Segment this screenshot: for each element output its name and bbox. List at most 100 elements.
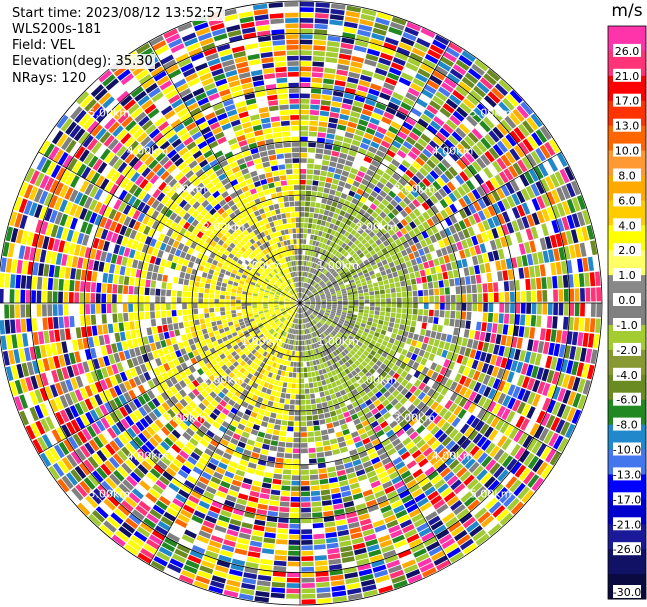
velocity-gate bbox=[456, 354, 464, 364]
velocity-gate bbox=[398, 77, 412, 87]
velocity-gate bbox=[325, 417, 332, 424]
velocity-gate bbox=[232, 375, 239, 382]
velocity-gate bbox=[248, 416, 256, 424]
velocity-gate bbox=[516, 256, 523, 268]
velocity-gate bbox=[284, 399, 290, 405]
velocity-gate bbox=[240, 588, 255, 596]
velocity-gate bbox=[304, 282, 307, 288]
velocity-gate bbox=[418, 152, 429, 163]
velocity-gate bbox=[206, 430, 215, 438]
velocity-gate bbox=[332, 90, 344, 97]
velocity-gate bbox=[313, 331, 317, 337]
velocity-gate bbox=[237, 386, 245, 393]
velocity-gate bbox=[213, 434, 222, 443]
velocity-gate bbox=[346, 346, 352, 352]
velocity-gate bbox=[312, 289, 317, 294]
velocity-gate bbox=[301, 313, 304, 319]
velocity-gate bbox=[266, 365, 272, 372]
velocity-gate bbox=[320, 308, 326, 311]
velocity-gate bbox=[497, 435, 508, 448]
velocity-gate bbox=[292, 306, 297, 311]
velocity-gate bbox=[566, 198, 576, 214]
velocity-gate bbox=[523, 266, 530, 279]
velocity-gate bbox=[231, 479, 242, 487]
velocity-gate bbox=[366, 429, 376, 437]
velocity-gate bbox=[439, 127, 451, 138]
velocity-gate bbox=[328, 274, 333, 280]
velocity-gate bbox=[456, 303, 461, 311]
velocity-gate bbox=[300, 282, 303, 287]
velocity-gate bbox=[395, 281, 401, 288]
velocity-gate bbox=[52, 304, 58, 316]
velocity-gate bbox=[334, 508, 345, 516]
velocity-gate bbox=[469, 89, 483, 102]
velocity-gate bbox=[338, 320, 344, 325]
velocity-gate bbox=[182, 446, 193, 455]
velocity-gate bbox=[292, 318, 295, 323]
velocity-gate bbox=[371, 322, 378, 328]
velocity-gate bbox=[467, 402, 477, 414]
velocity-gate bbox=[375, 466, 386, 475]
velocity-gate bbox=[342, 394, 349, 401]
velocity-gate bbox=[305, 283, 308, 288]
velocity-gate bbox=[393, 259, 400, 266]
velocity-gate bbox=[193, 485, 205, 495]
velocity-gate bbox=[343, 300, 348, 303]
velocity-gate bbox=[458, 268, 465, 277]
velocity-gate bbox=[216, 375, 224, 383]
velocity-gate bbox=[495, 418, 505, 431]
velocity-gate bbox=[306, 255, 310, 261]
velocity-gate bbox=[434, 295, 440, 303]
velocity-gate bbox=[491, 366, 500, 378]
velocity-gate bbox=[376, 276, 383, 282]
velocity-gate bbox=[268, 417, 276, 424]
velocity-gate bbox=[421, 531, 435, 542]
velocity-gate bbox=[388, 278, 395, 284]
velocity-gate bbox=[542, 383, 551, 397]
velocity-gate bbox=[324, 67, 336, 74]
velocity-gate bbox=[513, 429, 524, 443]
velocity-gate bbox=[369, 433, 378, 442]
velocity-gate bbox=[517, 388, 526, 401]
velocity-gate bbox=[362, 528, 375, 537]
velocity-gate bbox=[412, 468, 424, 479]
velocity-gate bbox=[185, 559, 200, 570]
velocity-gate bbox=[422, 148, 433, 158]
velocity-gate bbox=[417, 283, 423, 290]
velocity-gate bbox=[354, 265, 360, 271]
velocity-gate bbox=[230, 299, 236, 303]
velocity-gate bbox=[338, 240, 344, 247]
velocity-gate bbox=[449, 318, 455, 327]
velocity-gate bbox=[300, 66, 312, 72]
velocity-gate bbox=[507, 325, 514, 336]
velocity-gate bbox=[418, 303, 424, 309]
velocity-gate bbox=[296, 313, 299, 319]
velocity-gate bbox=[482, 220, 491, 231]
velocity-gate bbox=[361, 160, 370, 169]
velocity-gate bbox=[545, 263, 552, 276]
velocity-gate bbox=[344, 260, 350, 266]
velocity-gate bbox=[361, 484, 372, 492]
velocity-gate bbox=[395, 428, 405, 438]
velocity-gate bbox=[224, 368, 232, 375]
velocity-gate bbox=[349, 250, 356, 256]
velocity-gate bbox=[96, 314, 102, 325]
velocity-gate bbox=[344, 462, 354, 469]
velocity-gate bbox=[183, 395, 192, 404]
velocity-gate bbox=[478, 396, 487, 407]
velocity-gate bbox=[473, 393, 482, 405]
velocity-gate bbox=[204, 448, 214, 457]
velocity-gate bbox=[158, 495, 171, 506]
velocity-gate bbox=[361, 231, 368, 238]
velocity-gate bbox=[187, 303, 193, 309]
velocity-gate bbox=[312, 414, 319, 421]
velocity-gate bbox=[388, 369, 396, 377]
velocity-gate bbox=[354, 95, 366, 103]
velocity-gate bbox=[171, 553, 186, 564]
velocity-gate bbox=[365, 411, 373, 419]
velocity-gate bbox=[364, 234, 372, 242]
velocity-gate bbox=[379, 420, 389, 429]
velocity-gate bbox=[215, 490, 227, 499]
velocity-gate bbox=[211, 500, 223, 509]
velocity-gate bbox=[456, 241, 464, 251]
